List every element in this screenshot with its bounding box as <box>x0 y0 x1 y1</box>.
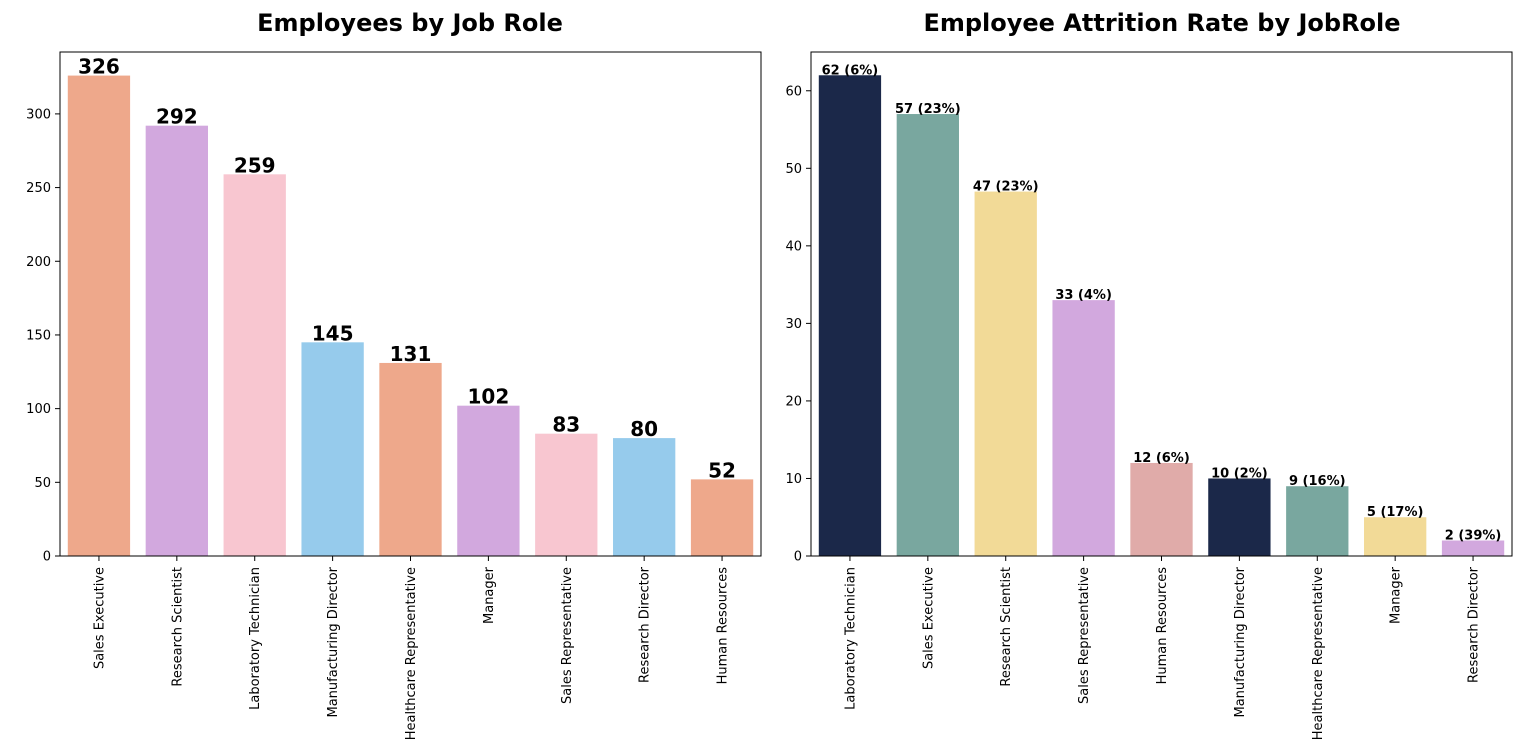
right-bar-3 <box>1052 300 1115 556</box>
right-bar-6 <box>1286 486 1349 556</box>
left-plot-area: 326 Sales Executive 292 Research Scientist 2… <box>26 51 762 740</box>
right-y-tick-label-6: 60 <box>785 84 802 99</box>
left-x-tick-label-2: Laboratory Technician <box>248 567 263 710</box>
left-bar-label-4: 131 <box>390 342 432 366</box>
right-bar-8 <box>1441 540 1505 556</box>
right-x-tick-label-1: Sales Executive <box>921 567 936 669</box>
left-bar-label-1: 292 <box>156 105 198 129</box>
left-bar-label-0: 326 <box>78 55 120 79</box>
right-chart-panel: Employee Attrition Rate by JobRole 62 (6… <box>785 9 1513 740</box>
left-x-tick-label-4: Healthcare Representative <box>404 567 419 740</box>
right-y-tick-label-3: 30 <box>785 317 802 332</box>
right-bar-7 <box>1364 517 1427 556</box>
left-axes-frame <box>59 51 762 557</box>
left-y-tick-label-2: 100 <box>26 402 51 417</box>
left-bar-6 <box>535 433 598 556</box>
left-x-tick-label-1: Research Scientist <box>170 567 185 687</box>
right-plot-area: 62 (6%) Laboratory Technician 57 (23%) Sale… <box>785 51 1513 740</box>
left-bar-label-3: 145 <box>312 321 354 345</box>
right-x-tick-label-6: Healthcare Representative <box>1311 567 1326 740</box>
right-bar-label-5: 10 (2%) <box>1211 466 1268 481</box>
right-x-tick-label-0: Laboratory Technician <box>843 567 858 710</box>
left-x-tick-label-0: Sales Executive <box>92 567 107 669</box>
left-bar-2 <box>223 174 286 556</box>
right-x-tick-label-4: Human Resources <box>1155 567 1170 685</box>
left-bar-label-6: 83 <box>552 413 580 437</box>
right-bar-label-7: 5 (17%) <box>1367 505 1424 520</box>
right-bar-label-4: 12 (6%) <box>1133 451 1190 466</box>
right-bar-4 <box>1130 462 1193 556</box>
left-y-tick-label-4: 200 <box>26 255 51 270</box>
right-bar-label-2: 47 (23%) <box>973 180 1039 195</box>
left-bar-label-5: 102 <box>468 385 510 409</box>
right-x-tick-label-2: Research Scientist <box>999 567 1014 687</box>
left-x-tick-label-3: Manufacturing Director <box>326 566 341 717</box>
left-y-tick-label-1: 50 <box>34 476 51 491</box>
right-bar-5 <box>1208 478 1271 556</box>
right-bar-label-3: 33 (4%) <box>1055 288 1112 303</box>
left-bar-label-7: 80 <box>630 417 658 441</box>
left-chart-title: Employees by Job Role <box>257 9 563 37</box>
right-y-tick-label-0: 0 <box>794 550 802 565</box>
left-bar-4 <box>379 362 442 556</box>
right-x-tick-label-3: Sales Representative <box>1077 567 1092 704</box>
left-y-tick-label-5: 250 <box>26 181 51 196</box>
left-bar-8 <box>690 479 754 556</box>
left-chart-panel: Employees by Job Role 326 Sales Executive… <box>26 9 762 740</box>
right-bar-2 <box>974 191 1037 557</box>
right-chart-title: Employee Attrition Rate by JobRole <box>923 9 1400 37</box>
left-x-tick-label-6: Sales Representative <box>560 567 575 704</box>
left-bar-7 <box>613 438 676 556</box>
right-bar-1 <box>896 114 959 557</box>
right-y-tick-label-1: 10 <box>785 472 802 487</box>
right-bar-label-0: 62 (6%) <box>822 63 879 78</box>
left-y-tick-label-3: 150 <box>26 328 51 343</box>
right-bar-label-6: 9 (16%) <box>1289 474 1346 489</box>
right-y-tick-label-5: 50 <box>785 162 802 177</box>
left-x-tick-label-5: Manager <box>482 566 497 624</box>
right-bar-0 <box>818 75 882 556</box>
right-y-tick-label-4: 40 <box>785 239 802 254</box>
left-bar-label-2: 259 <box>234 153 276 177</box>
left-y-tick-label-0: 0 <box>43 550 51 565</box>
left-bar-label-8: 52 <box>708 458 736 482</box>
right-x-tick-label-8: Research Director <box>1467 566 1482 683</box>
left-bar-3 <box>301 342 364 556</box>
right-x-tick-label-7: Manager <box>1389 566 1404 624</box>
left-bar-5 <box>457 405 520 556</box>
left-x-tick-label-7: Research Director <box>638 566 653 683</box>
right-bar-label-8: 2 (39%) <box>1445 528 1502 543</box>
right-x-tick-label-5: Manufacturing Director <box>1233 566 1248 717</box>
left-y-tick-label-6: 300 <box>26 107 51 122</box>
right-axes-frame <box>810 51 1513 557</box>
right-bar-label-1: 57 (23%) <box>895 102 961 117</box>
left-bar-0 <box>67 75 131 556</box>
left-bar-1 <box>145 125 208 557</box>
left-x-tick-label-8: Human Resources <box>716 567 731 685</box>
right-y-tick-label-2: 20 <box>785 394 802 409</box>
